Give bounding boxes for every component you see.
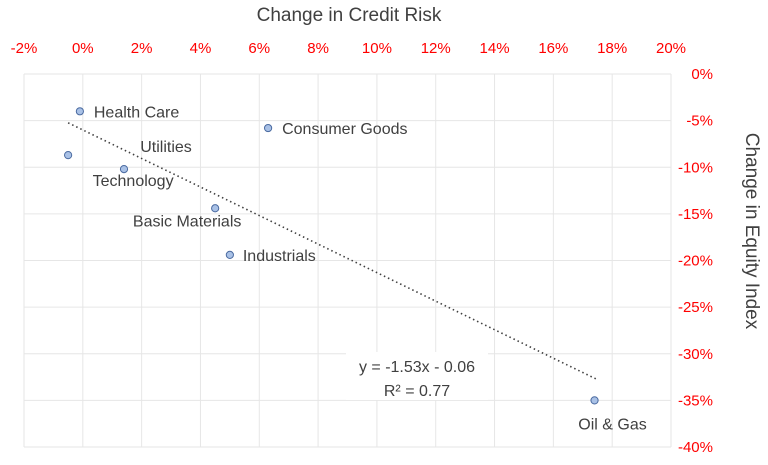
y-tick-label: -15% <box>678 206 713 223</box>
y-tick-label: -30% <box>678 346 713 363</box>
x-tick-label: 10% <box>362 40 392 57</box>
data-points: Health Care Consumer Goods Technology Utili… <box>64 104 647 433</box>
y-tick-labels: 0% -5% -10% -15% -20% -25% -30% -35% -40% <box>678 66 713 456</box>
x-tick-label: 18% <box>597 40 627 57</box>
point-health-care <box>75 107 84 116</box>
x-tick-label: 0% <box>72 40 94 57</box>
x-tick-label: 6% <box>248 40 270 57</box>
point-label-basic-materials: Basic Materials <box>133 213 241 230</box>
trendline-group <box>67 122 598 381</box>
x-tick-label: 20% <box>656 40 686 57</box>
point-label-industrials: Industrials <box>243 248 316 265</box>
y-tick-label: 0% <box>691 66 713 83</box>
point-industrials <box>225 250 234 260</box>
point-consumer-goods <box>263 123 273 133</box>
x-tick-label: 2% <box>131 40 153 57</box>
equation-box <box>346 352 488 400</box>
trendline <box>67 122 598 381</box>
y-tick-label: -10% <box>678 159 713 176</box>
x-tick-label: -2% <box>11 40 38 57</box>
y-tick-label: -25% <box>678 299 713 316</box>
y-tick-label: -35% <box>678 392 713 409</box>
point-label-health-care: Health Care <box>94 104 179 121</box>
point-technology <box>64 151 73 160</box>
point-label-consumer-goods: Consumer Goods <box>282 121 407 138</box>
point-label-utilities: Utilities <box>140 139 192 156</box>
point-oil-gas <box>590 396 599 405</box>
gridlines <box>23 73 672 448</box>
x-axis-title: Change in Credit Risk <box>257 5 442 26</box>
x-tick-labels: -2% 0% 2% 4% 6% 8% 10% 12% 14% 16% 18% 20% <box>11 40 686 57</box>
point-label-oil-gas: Oil & Gas <box>578 416 646 433</box>
y-tick-label: -20% <box>678 253 713 270</box>
x-tick-label: 8% <box>307 40 329 57</box>
y-tick-label: -40% <box>678 439 713 456</box>
x-tick-label: 12% <box>421 40 451 57</box>
point-basic-materials <box>211 204 220 213</box>
x-tick-label: 16% <box>538 40 568 57</box>
trendline-r-squared: R² = 0.77 <box>384 383 450 400</box>
y-axis-title: Change in Equity Index <box>741 133 762 330</box>
point-label-technology: Technology <box>93 173 174 190</box>
x-tick-label: 14% <box>480 40 510 57</box>
point-utilities <box>119 165 129 174</box>
x-tick-label: 4% <box>190 40 212 57</box>
trendline-equation: y = -1.53x - 0.06 <box>359 359 475 376</box>
y-tick-label: -5% <box>686 113 713 130</box>
